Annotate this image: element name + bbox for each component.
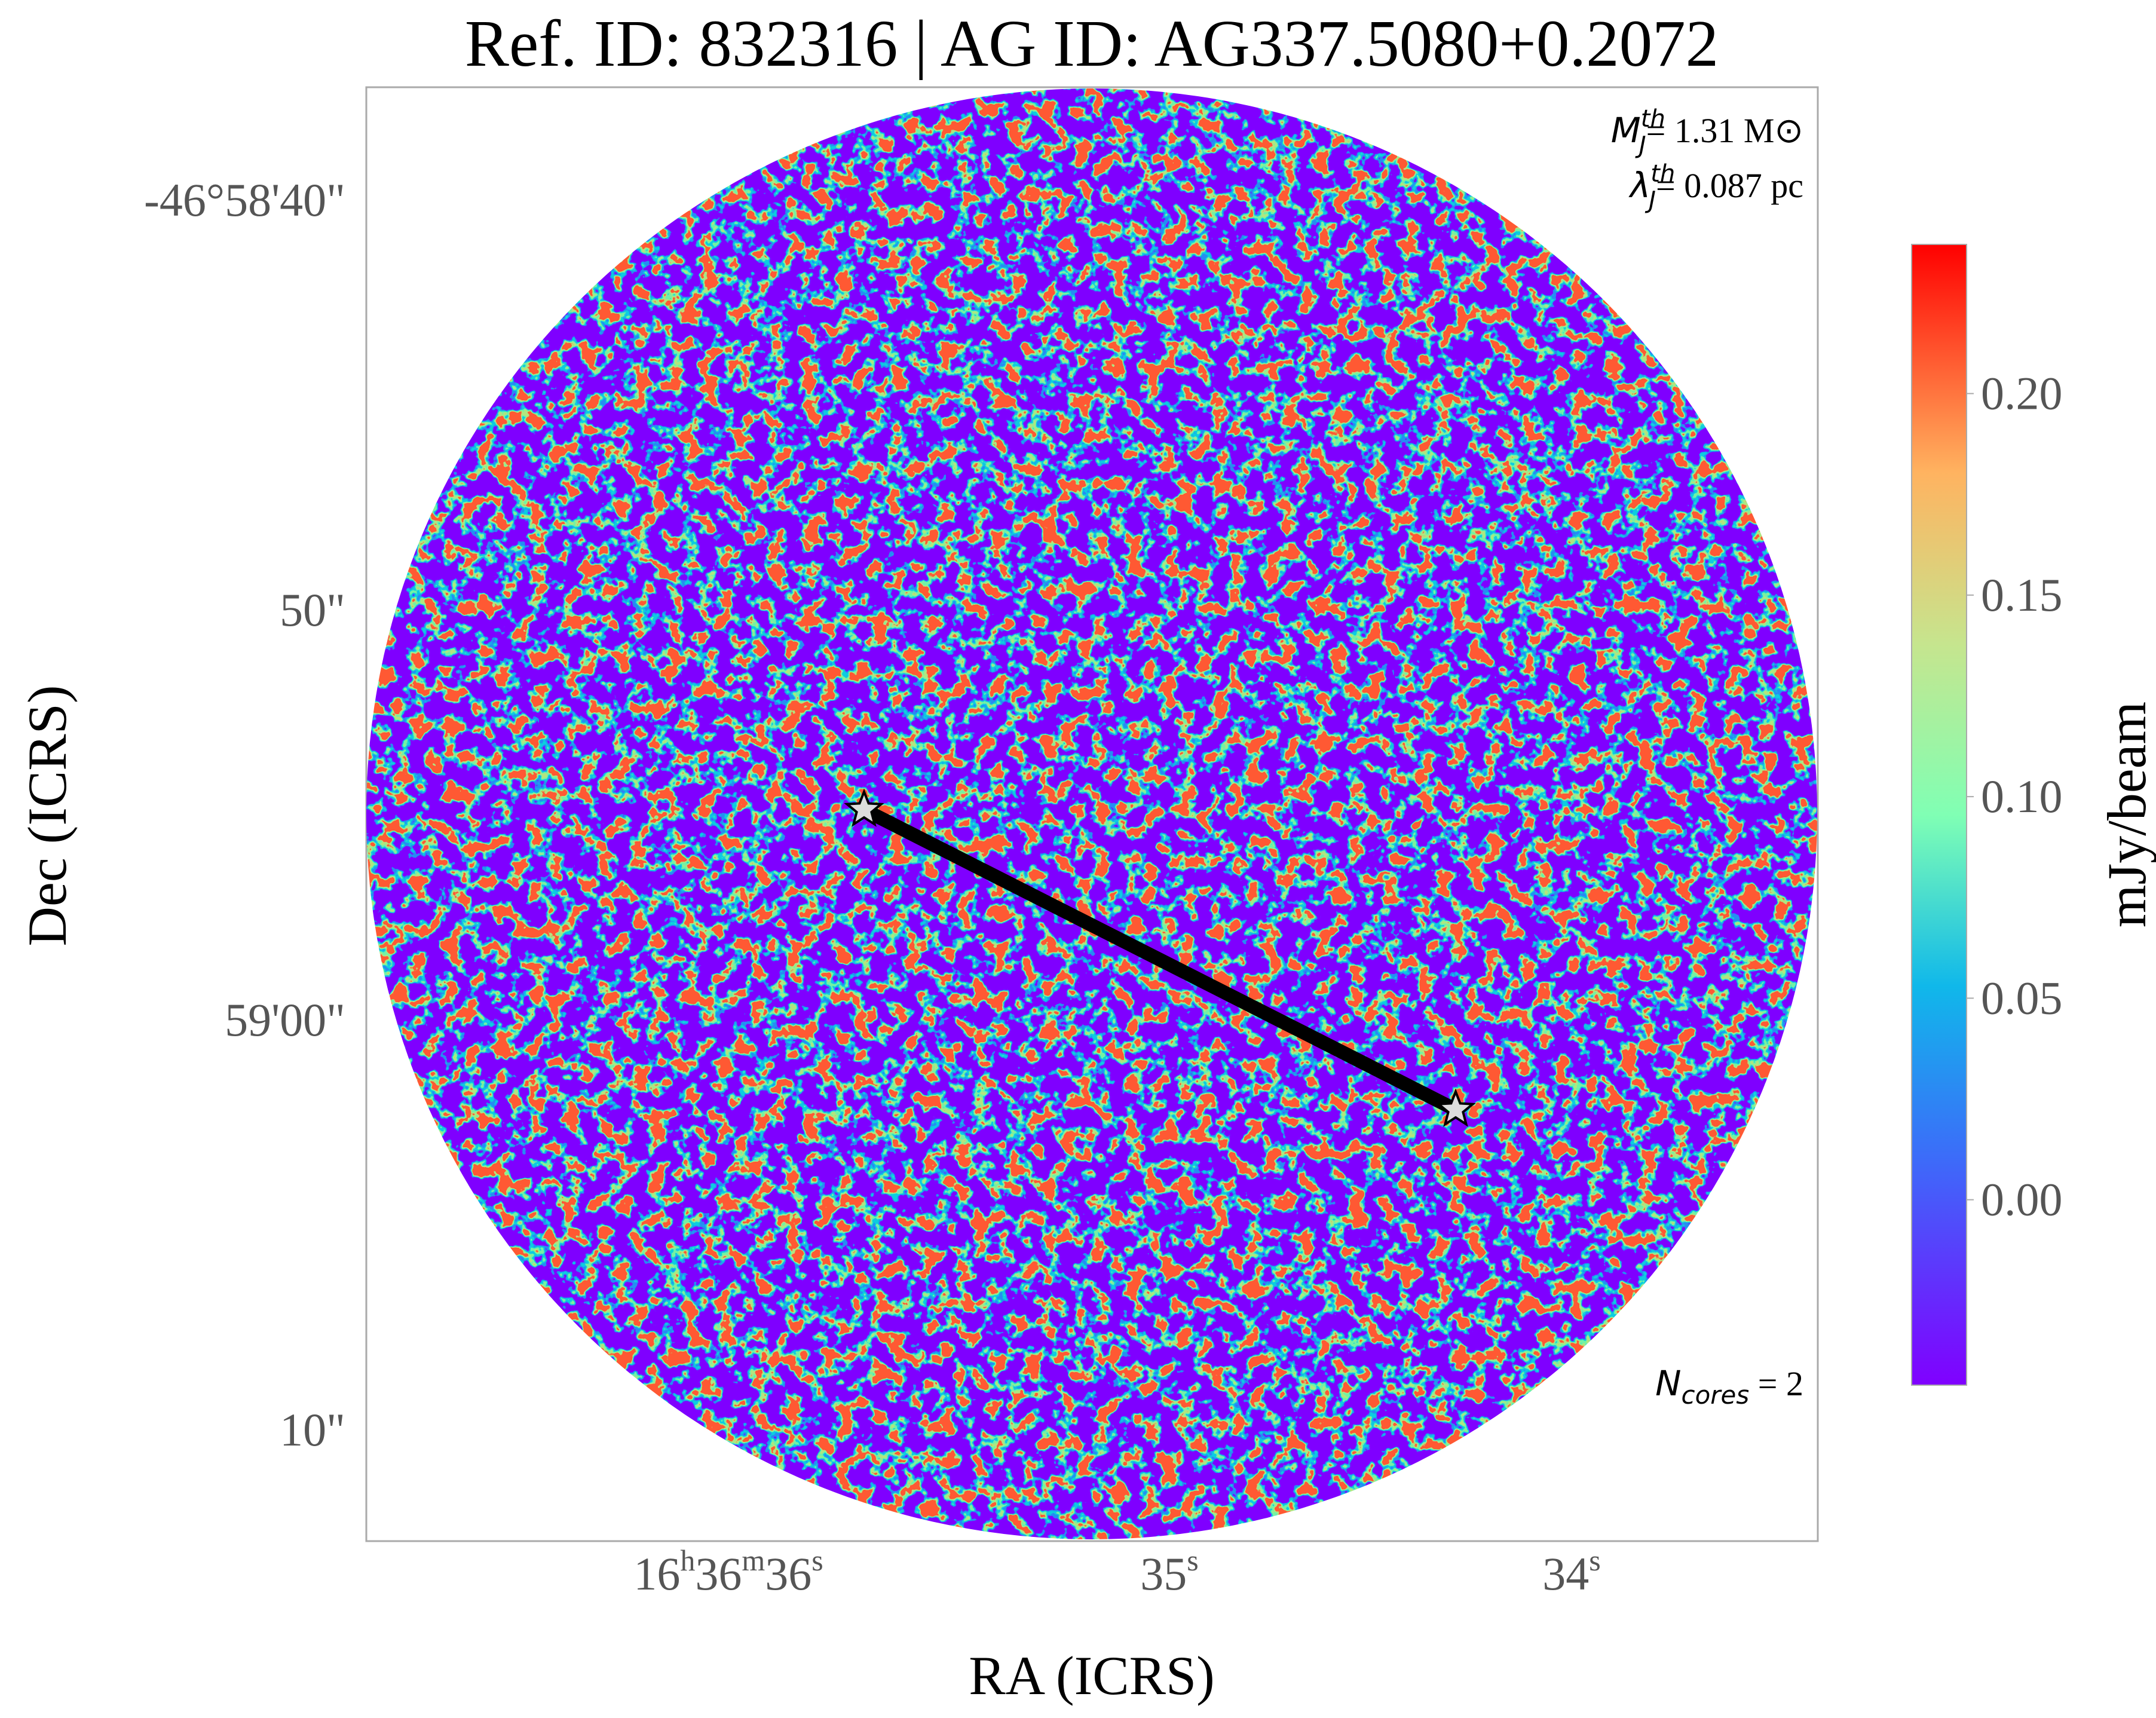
tick-number: 36 xyxy=(765,1548,811,1600)
tick-unit: s xyxy=(1589,1544,1600,1577)
colorbar xyxy=(1911,244,1967,1386)
subscript: cores xyxy=(1682,1380,1750,1410)
tick-number: 35 xyxy=(1140,1548,1187,1600)
core-link xyxy=(857,803,1463,1117)
annotation: Mth J= 1.31 M⊙ xyxy=(1611,105,1803,159)
tick-unit: h xyxy=(680,1544,695,1577)
tick-number: 16 xyxy=(633,1548,680,1600)
y-tick-label: 50" xyxy=(280,584,345,636)
colorbar-label: mJy/beam xyxy=(2096,702,2156,927)
x-tick-label: 35s xyxy=(1140,1544,1198,1600)
colorbar-tick-label: 0.20 xyxy=(1981,368,2063,419)
tick-unit: s xyxy=(1187,1544,1198,1577)
tick-unit: m xyxy=(742,1544,765,1577)
colorbar-tick-label: 0.15 xyxy=(1981,569,2063,621)
colorbar-tick-label: 0.00 xyxy=(1981,1174,2063,1226)
tick-number: 34 xyxy=(1542,1548,1589,1600)
image xyxy=(366,88,1817,1539)
annotation-text: = 2 xyxy=(1749,1364,1803,1403)
colorbar-tick-label: 0.05 xyxy=(1981,972,2063,1024)
y-tick-label: -46°58'40" xyxy=(144,174,345,226)
tick-number: 36 xyxy=(695,1548,742,1600)
core-marker xyxy=(844,788,884,827)
superscript: th xyxy=(1641,105,1665,133)
x-tick-label: 16h36m36s xyxy=(633,1544,823,1600)
title: Ref. ID: 832316 | AG ID: AG337.5080+0.20… xyxy=(465,7,1719,81)
core-count: Ncores = 2 xyxy=(1655,1363,1803,1410)
annotation-text: = 1.31 M⊙ xyxy=(1646,111,1803,150)
y-tick-label: 10" xyxy=(280,1404,345,1456)
y-axis-label: Dec (ICRS) xyxy=(17,685,78,947)
symbol: N xyxy=(1655,1363,1681,1404)
x-tick-label: 34s xyxy=(1542,1544,1600,1600)
core-marker xyxy=(1435,1088,1476,1127)
intensity-map xyxy=(366,88,1817,1539)
colorbar-tick-label: 0.10 xyxy=(1981,770,2063,822)
tick-unit: s xyxy=(811,1544,823,1577)
symbol: λ xyxy=(1628,165,1650,206)
superscript: th xyxy=(1650,160,1675,188)
y-tick-label: 59'00" xyxy=(225,994,345,1046)
x-axis-label: RA (ICRS) xyxy=(969,1645,1215,1706)
annotation-text: = 0.087 pc xyxy=(1656,166,1803,205)
annotation: λth J= 0.087 pc xyxy=(1628,160,1803,214)
symbol: M xyxy=(1611,110,1641,151)
